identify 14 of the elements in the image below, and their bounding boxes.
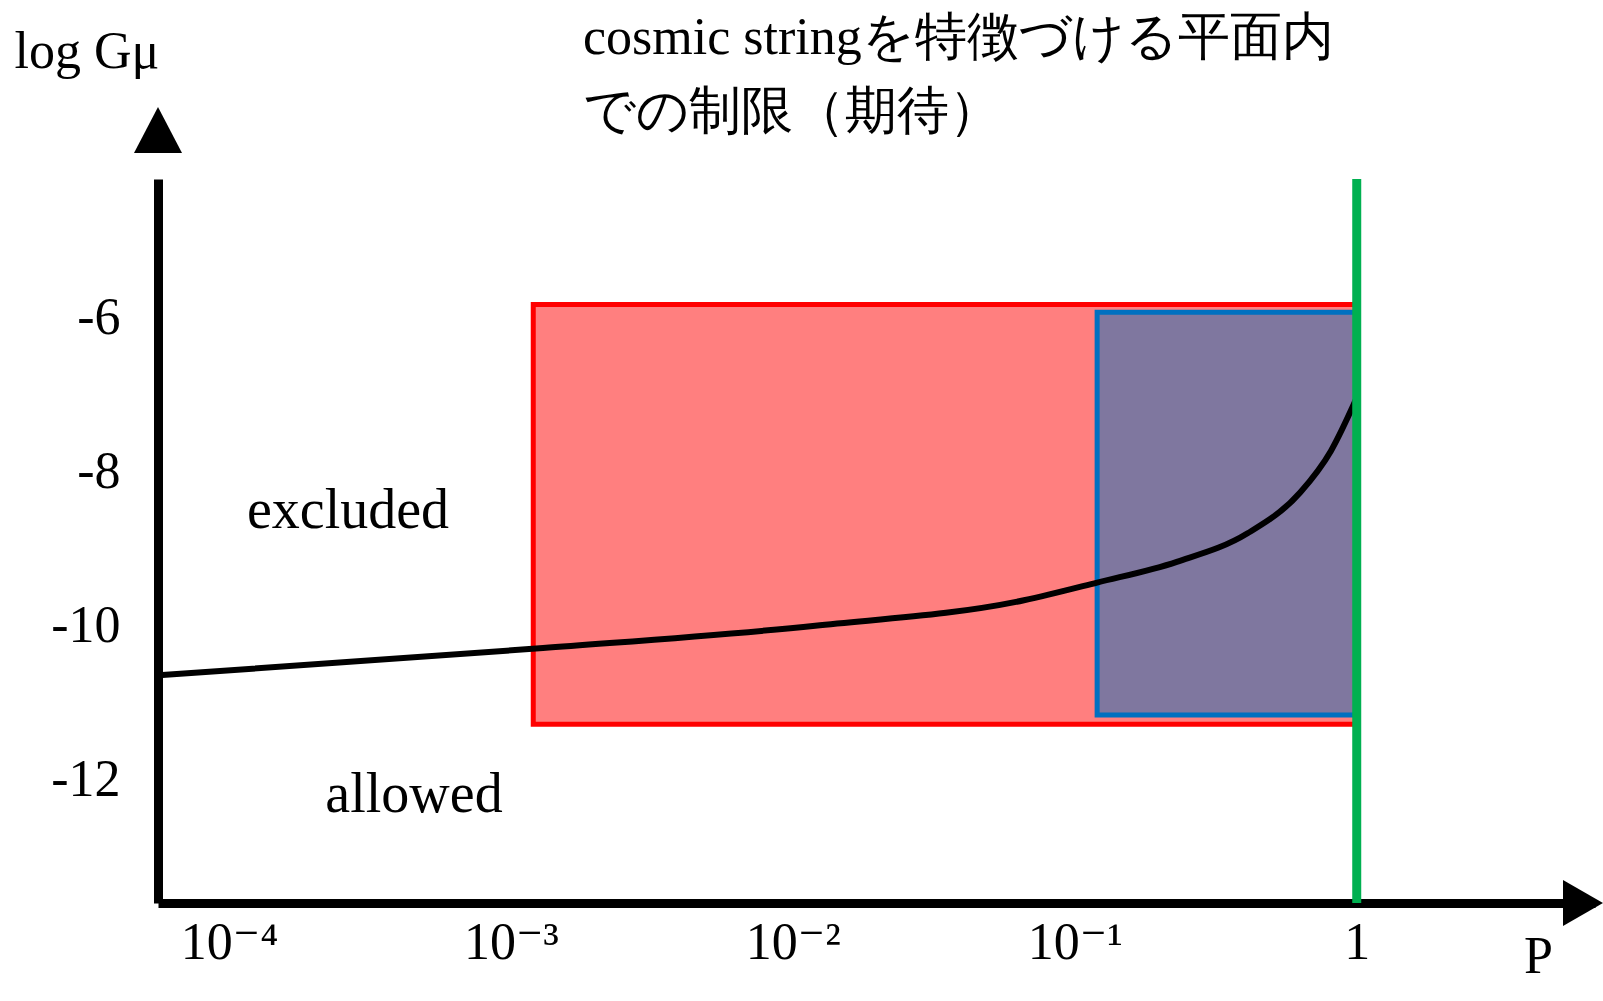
x-tick-label: 10⁻¹ (1027, 912, 1123, 970)
chart-title: cosmic stringを特徴づける平面内での制限（期待） (583, 8, 1334, 139)
y-tick-label: -6 (77, 288, 121, 346)
y-tick-label: -12 (51, 750, 121, 808)
x-axis-title: P (1524, 926, 1553, 984)
y-axis-title: log Gμ (14, 21, 160, 79)
y-tick-label: -10 (51, 596, 121, 654)
x-tick-label: 10⁻³ (463, 912, 559, 970)
y-tick-label: -8 (77, 442, 121, 500)
x-tick-label: 10⁻² (745, 912, 841, 970)
x-tick-label: 10⁻⁴ (180, 912, 279, 970)
x-tick-label: 1 (1344, 912, 1371, 970)
annotation: excluded (246, 478, 450, 540)
annotation: allowed (325, 762, 503, 824)
